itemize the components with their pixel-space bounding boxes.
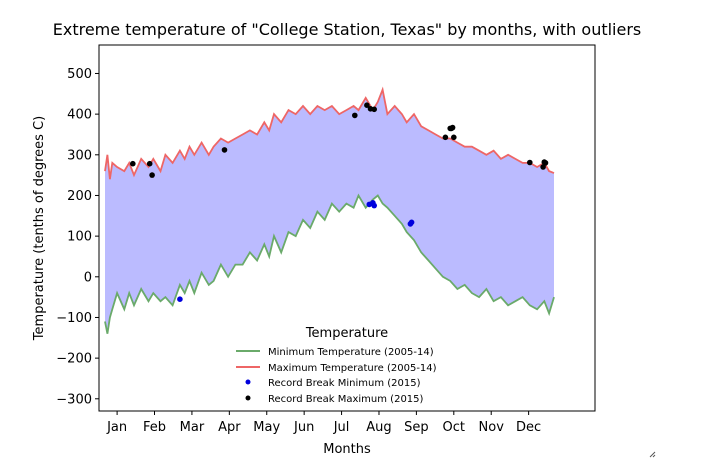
- record-min-point: [177, 296, 183, 303]
- max-temperature-line: [104, 86, 555, 180]
- y-axis: −300 −200 −100 0 100 200 300 400 500: [56, 67, 99, 407]
- record-max-point: [364, 102, 370, 108]
- record-max-point: [352, 112, 358, 119]
- legend-label-max: Maximum Temperature (2005-14): [268, 363, 437, 374]
- record-max-point: [542, 160, 549, 166]
- record-max-point: [442, 134, 449, 141]
- x-tick-label: Dec: [516, 420, 541, 435]
- min-temperature-line: [104, 193, 555, 334]
- record-max-point: [540, 164, 546, 170]
- y-tick-label: 300: [67, 148, 92, 163]
- record-max-point: [451, 134, 457, 141]
- record-max-point: [449, 124, 456, 131]
- y-tick-label: −100: [56, 311, 92, 326]
- y-tick-label: 100: [67, 230, 92, 245]
- legend-label-record-min: Record Break Minimum (2015): [268, 378, 421, 389]
- record-max-point: [371, 106, 378, 113]
- legend-label-min: Minimum Temperature (2005-14): [268, 347, 434, 358]
- record-max-point: [527, 159, 533, 166]
- record-max-point: [221, 147, 228, 153]
- record-max-point: [149, 172, 155, 178]
- x-tick-label: Apr: [218, 420, 241, 435]
- plot-frame: [98, 44, 596, 412]
- x-tick-label: Feb: [143, 420, 166, 435]
- x-tick-label: Jan: [106, 420, 127, 435]
- temperature-range-fill: [105, 89, 554, 334]
- resize-grip-icon[interactable]: [649, 451, 656, 458]
- y-tick-label: −300: [56, 392, 92, 407]
- legend: Temperature Minimum Temperature (2005-14…: [236, 326, 437, 405]
- y-axis-label: Temperature (tenths of degrees C): [32, 116, 47, 341]
- x-tick-label: Jun: [293, 420, 314, 435]
- x-tick-label: Jul: [333, 420, 350, 435]
- x-axis-label: Months: [323, 442, 371, 457]
- legend-label-record-max: Record Break Maximum (2015): [268, 394, 424, 405]
- x-tick-label: Sep: [404, 420, 429, 435]
- legend-marker-record-max: [245, 395, 251, 401]
- y-tick-label: 200: [67, 189, 92, 204]
- record-max-point: [146, 160, 153, 167]
- x-tick-label: Mar: [180, 420, 205, 435]
- y-tick-label: 500: [67, 67, 92, 82]
- x-tick-label: Aug: [366, 420, 391, 435]
- x-tick-label: Oct: [443, 420, 465, 435]
- legend-marker-record-min: [245, 379, 251, 385]
- y-tick-label: 0: [84, 270, 92, 285]
- x-tick-label: May: [253, 420, 280, 435]
- x-axis: Jan Feb Mar Apr May Jun Jul Aug Sep Oct Nov Dec: [106, 411, 541, 435]
- legend-title: Temperature: [305, 326, 388, 341]
- chart-title: Extreme temperature of "College Station,…: [53, 20, 642, 39]
- record-min-point: [408, 219, 415, 226]
- fill-between-area: [105, 89, 554, 334]
- y-tick-label: 400: [67, 108, 92, 123]
- series-lines: [104, 86, 555, 334]
- scatter-points: [130, 102, 549, 303]
- x-tick-label: Nov: [479, 420, 505, 435]
- record-min-point: [371, 202, 378, 209]
- y-tick-label: −200: [56, 352, 92, 367]
- record-max-point: [130, 160, 136, 167]
